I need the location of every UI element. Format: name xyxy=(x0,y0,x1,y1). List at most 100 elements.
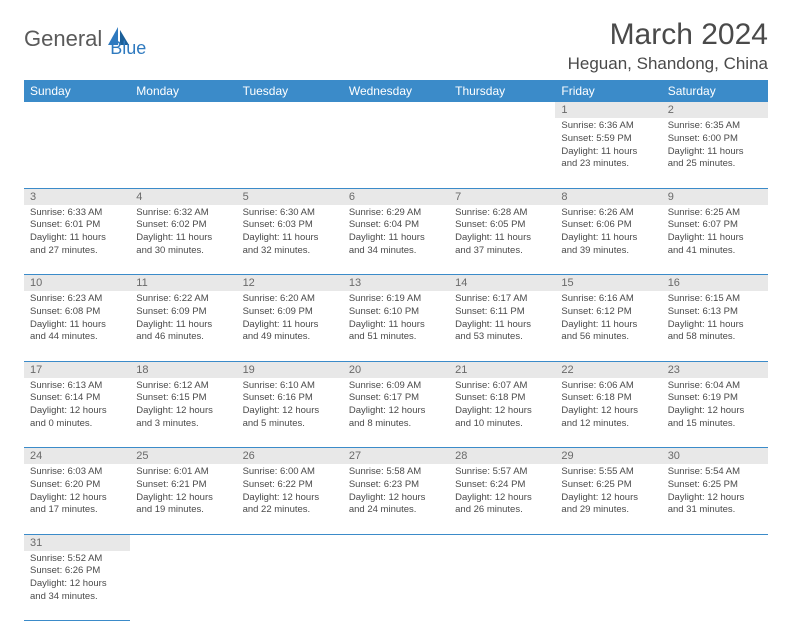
daylight-text-2: and 12 minutes. xyxy=(561,418,655,431)
day-body-cell: Sunrise: 6:01 AMSunset: 6:21 PMDaylight:… xyxy=(130,464,236,534)
day-number-row: 24252627282930 xyxy=(24,448,768,465)
daylight-text-2: and 34 minutes. xyxy=(30,591,124,604)
day-body-cell: Sunrise: 6:07 AMSunset: 6:18 PMDaylight:… xyxy=(449,378,555,448)
daylight-text-2: and 39 minutes. xyxy=(561,245,655,258)
sunrise-text: Sunrise: 5:52 AM xyxy=(30,553,124,566)
daylight-text-1: Daylight: 12 hours xyxy=(349,405,443,418)
day-number-cell xyxy=(237,534,343,551)
daylight-text-1: Daylight: 11 hours xyxy=(668,146,762,159)
sunrise-text: Sunrise: 5:54 AM xyxy=(668,466,762,479)
day-body-row: Sunrise: 6:33 AMSunset: 6:01 PMDaylight:… xyxy=(24,205,768,275)
logo: General Blue xyxy=(24,18,146,59)
calendar-table: Sunday Monday Tuesday Wednesday Thursday… xyxy=(24,80,768,621)
daylight-text-2: and 22 minutes. xyxy=(243,504,337,517)
day-number-cell: 29 xyxy=(555,448,661,465)
sunset-text: Sunset: 5:59 PM xyxy=(561,133,655,146)
daylight-text-1: Daylight: 12 hours xyxy=(455,405,549,418)
day-number-cell: 7 xyxy=(449,188,555,205)
daylight-text-2: and 23 minutes. xyxy=(561,158,655,171)
daylight-text-2: and 3 minutes. xyxy=(136,418,230,431)
day-number-cell xyxy=(555,534,661,551)
sunrise-text: Sunrise: 6:20 AM xyxy=(243,293,337,306)
sunset-text: Sunset: 6:05 PM xyxy=(455,219,549,232)
day-number-cell xyxy=(343,534,449,551)
day-body-cell xyxy=(130,118,236,188)
day-number-cell: 8 xyxy=(555,188,661,205)
day-details: Sunrise: 6:36 AMSunset: 5:59 PMDaylight:… xyxy=(555,118,661,175)
sunset-text: Sunset: 6:00 PM xyxy=(668,133,762,146)
sunset-text: Sunset: 6:22 PM xyxy=(243,479,337,492)
day-number-cell: 28 xyxy=(449,448,555,465)
sunrise-text: Sunrise: 5:55 AM xyxy=(561,466,655,479)
day-body-cell xyxy=(130,551,236,621)
weekday-header: Sunday xyxy=(24,80,130,102)
daylight-text-1: Daylight: 11 hours xyxy=(668,319,762,332)
day-details: Sunrise: 6:22 AMSunset: 6:09 PMDaylight:… xyxy=(130,291,236,348)
sunrise-text: Sunrise: 6:04 AM xyxy=(668,380,762,393)
day-details: Sunrise: 6:20 AMSunset: 6:09 PMDaylight:… xyxy=(237,291,343,348)
daylight-text-1: Daylight: 12 hours xyxy=(30,492,124,505)
day-details: Sunrise: 6:26 AMSunset: 6:06 PMDaylight:… xyxy=(555,205,661,262)
weekday-header: Wednesday xyxy=(343,80,449,102)
day-body-cell: Sunrise: 6:09 AMSunset: 6:17 PMDaylight:… xyxy=(343,378,449,448)
daylight-text-1: Daylight: 12 hours xyxy=(30,405,124,418)
day-body-cell: Sunrise: 6:17 AMSunset: 6:11 PMDaylight:… xyxy=(449,291,555,361)
day-number-cell: 16 xyxy=(662,275,768,292)
sunrise-text: Sunrise: 6:07 AM xyxy=(455,380,549,393)
day-body-cell: Sunrise: 6:06 AMSunset: 6:18 PMDaylight:… xyxy=(555,378,661,448)
day-body-cell: Sunrise: 5:52 AMSunset: 6:26 PMDaylight:… xyxy=(24,551,130,621)
daylight-text-2: and 56 minutes. xyxy=(561,331,655,344)
sunrise-text: Sunrise: 6:32 AM xyxy=(136,207,230,220)
sunrise-text: Sunrise: 6:26 AM xyxy=(561,207,655,220)
sunrise-text: Sunrise: 6:17 AM xyxy=(455,293,549,306)
weekday-header: Saturday xyxy=(662,80,768,102)
day-body-cell: Sunrise: 6:00 AMSunset: 6:22 PMDaylight:… xyxy=(237,464,343,534)
day-body-cell xyxy=(343,118,449,188)
daylight-text-1: Daylight: 12 hours xyxy=(136,492,230,505)
day-body-cell xyxy=(343,551,449,621)
day-number-cell: 13 xyxy=(343,275,449,292)
day-details: Sunrise: 6:33 AMSunset: 6:01 PMDaylight:… xyxy=(24,205,130,262)
sunrise-text: Sunrise: 6:19 AM xyxy=(349,293,443,306)
day-number-cell: 2 xyxy=(662,102,768,118)
sunrise-text: Sunrise: 6:22 AM xyxy=(136,293,230,306)
day-number-cell: 21 xyxy=(449,361,555,378)
daylight-text-1: Daylight: 11 hours xyxy=(30,319,124,332)
sunrise-text: Sunrise: 6:00 AM xyxy=(243,466,337,479)
sunset-text: Sunset: 6:21 PM xyxy=(136,479,230,492)
daylight-text-2: and 30 minutes. xyxy=(136,245,230,258)
daylight-text-1: Daylight: 12 hours xyxy=(668,492,762,505)
sunrise-text: Sunrise: 6:33 AM xyxy=(30,207,124,220)
sunrise-text: Sunrise: 6:13 AM xyxy=(30,380,124,393)
daylight-text-1: Daylight: 11 hours xyxy=(561,146,655,159)
sunrise-text: Sunrise: 6:36 AM xyxy=(561,120,655,133)
sunrise-text: Sunrise: 5:58 AM xyxy=(349,466,443,479)
sunset-text: Sunset: 6:23 PM xyxy=(349,479,443,492)
day-number-cell: 20 xyxy=(343,361,449,378)
sunrise-text: Sunrise: 6:29 AM xyxy=(349,207,443,220)
daylight-text-2: and 31 minutes. xyxy=(668,504,762,517)
sunset-text: Sunset: 6:02 PM xyxy=(136,219,230,232)
location: Heguan, Shandong, China xyxy=(568,54,768,74)
sunrise-text: Sunrise: 6:16 AM xyxy=(561,293,655,306)
day-body-row: Sunrise: 6:13 AMSunset: 6:14 PMDaylight:… xyxy=(24,378,768,448)
sunset-text: Sunset: 6:09 PM xyxy=(243,306,337,319)
daylight-text-2: and 49 minutes. xyxy=(243,331,337,344)
daylight-text-1: Daylight: 11 hours xyxy=(349,319,443,332)
day-number-cell xyxy=(343,102,449,118)
day-body-cell: Sunrise: 5:55 AMSunset: 6:25 PMDaylight:… xyxy=(555,464,661,534)
day-number-cell: 10 xyxy=(24,275,130,292)
day-details: Sunrise: 6:13 AMSunset: 6:14 PMDaylight:… xyxy=(24,378,130,435)
day-body-cell: Sunrise: 5:57 AMSunset: 6:24 PMDaylight:… xyxy=(449,464,555,534)
daylight-text-1: Daylight: 11 hours xyxy=(455,319,549,332)
sunset-text: Sunset: 6:03 PM xyxy=(243,219,337,232)
day-number-cell: 22 xyxy=(555,361,661,378)
day-number-row: 12 xyxy=(24,102,768,118)
weekday-header: Thursday xyxy=(449,80,555,102)
logo-text-general: General xyxy=(24,26,102,52)
day-number-row: 31 xyxy=(24,534,768,551)
logo-text-blue: Blue xyxy=(110,38,146,59)
day-number-cell: 31 xyxy=(24,534,130,551)
day-details: Sunrise: 6:09 AMSunset: 6:17 PMDaylight:… xyxy=(343,378,449,435)
day-body-cell: Sunrise: 6:15 AMSunset: 6:13 PMDaylight:… xyxy=(662,291,768,361)
